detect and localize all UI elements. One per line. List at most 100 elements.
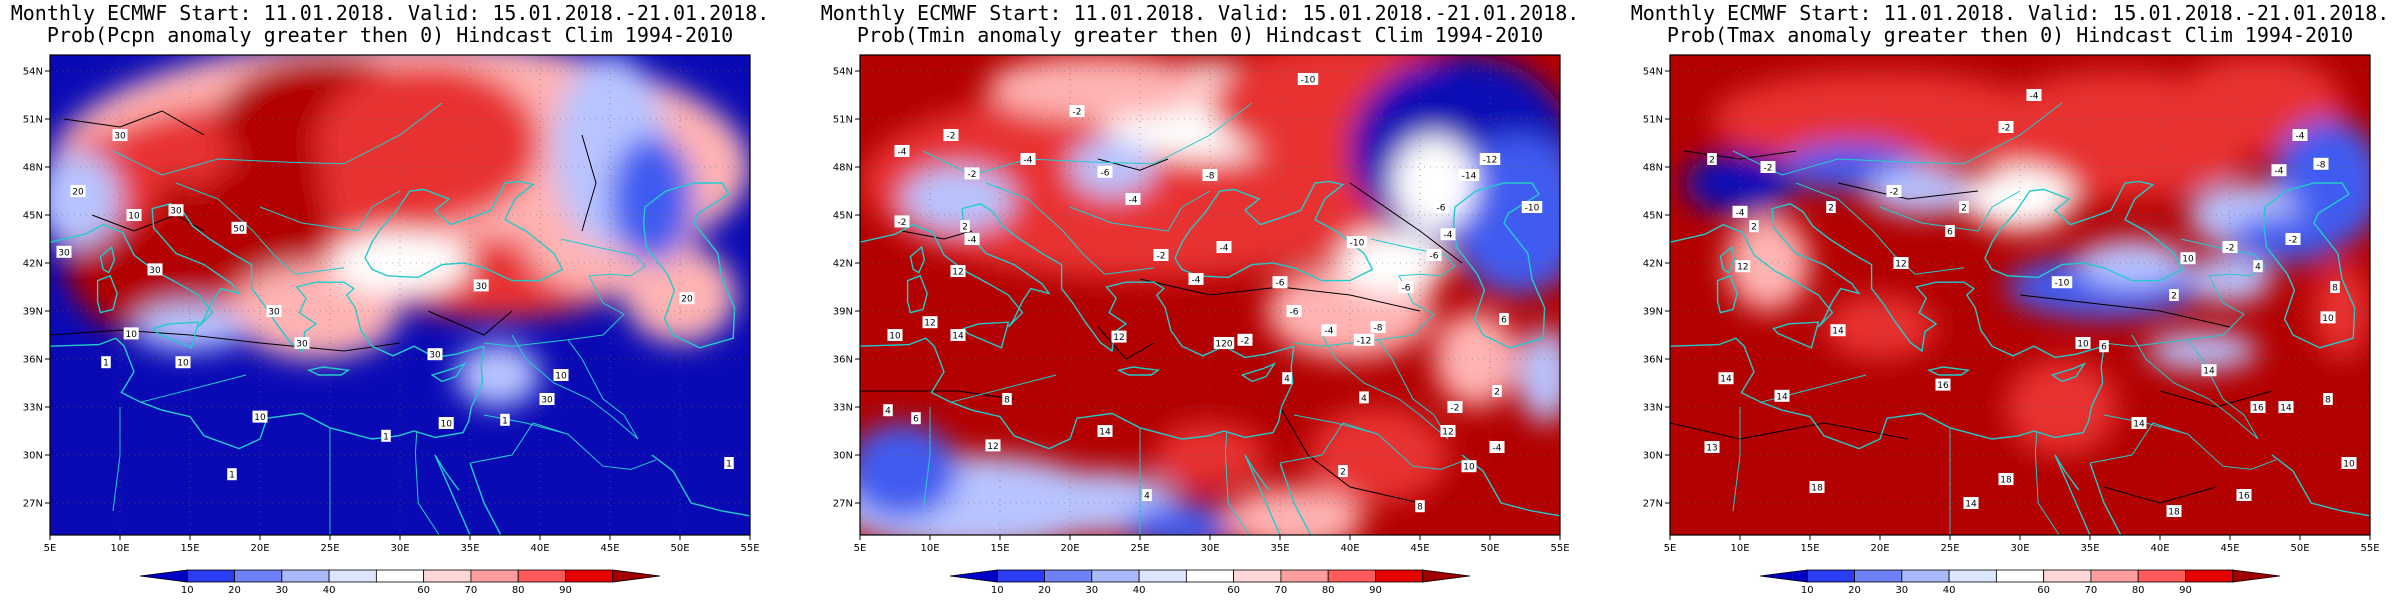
contour-label-text: 30 (170, 207, 182, 217)
contour-label-box (1440, 425, 1456, 437)
contour-label-box (2271, 164, 2287, 177)
contour-label-text: 10 (2322, 314, 2334, 324)
colorbar-label: 70 (1275, 585, 1288, 596)
contour-label: 10 (553, 369, 569, 382)
contour-label: -2 (2285, 233, 2301, 246)
contour-label-box (252, 410, 268, 423)
contour-label: -2 (1447, 401, 1463, 414)
y-tick-label: 51N (23, 115, 43, 126)
colorbar-segment (1138, 569, 1187, 583)
contour-line (2103, 486, 2217, 504)
contour-label-text: 12 (924, 319, 935, 329)
contour-label-box (1153, 249, 1169, 261)
contour-label-box (1353, 333, 1375, 346)
contour-label: 8 (2330, 281, 2340, 294)
contour-label-box (1020, 153, 1036, 165)
contour-label: 30 (56, 245, 72, 258)
contour-label-box (1963, 497, 1979, 509)
contour-label: 1 (381, 429, 391, 442)
contour-label: 12 (950, 265, 966, 278)
x-tick-label: 25E (1940, 543, 1959, 554)
contour-label-box (1499, 313, 1509, 325)
contour-label: 20 (70, 185, 86, 198)
contour-label-text: 50 (233, 224, 245, 234)
y-tick-label: 48N (23, 163, 43, 174)
contour-label-box (1069, 105, 1085, 117)
contour-label: 30 (168, 204, 184, 217)
coastline-gulfOfSuez (2054, 454, 2080, 491)
contour-line (860, 390, 1015, 400)
contour-label-text: 6 (2101, 343, 2107, 353)
coastline-border2 (1069, 190, 1211, 232)
contour-label: -4 (1732, 205, 1748, 218)
contour-label-text: 4 (1144, 492, 1150, 502)
map-tmin: -10-2-2-4-4-6-2 -8-4-2 2-412-2-4-6-10-6-8-… (833, 54, 1570, 596)
contour-label: 1 (101, 356, 111, 369)
coastline-border3 (985, 182, 1155, 275)
contour-label-box (1237, 333, 1253, 346)
contour-label-box (1097, 425, 1113, 437)
contour-line (2019, 294, 2231, 328)
panel-tmin: Monthly ECMWF Start: 11.01.2018. Valid: … (810, 0, 1590, 600)
contour-label-text: -2 (1157, 252, 1166, 262)
contour-label-box (2320, 311, 2336, 324)
coastline-border4 (483, 238, 646, 347)
contour-label: 10 (252, 410, 268, 423)
contour-label-text: 10 (889, 332, 901, 342)
contour-label-text: 1 (383, 432, 389, 442)
coastline-border3 (175, 182, 345, 275)
x-tick-label: 20E (1060, 543, 1079, 554)
contour-label-text: -8 (2317, 160, 2326, 170)
contour-label-box (1370, 321, 1386, 333)
y-tick-label: 45N (1643, 211, 1663, 222)
contour-label-box (1521, 201, 1543, 213)
contour-label-box (1959, 201, 1969, 213)
x-tick-label: 50E (670, 543, 689, 554)
contour-label: 12 (1440, 425, 1456, 438)
colorbar-segment (1375, 569, 1424, 583)
contour-label-box (1886, 185, 1902, 197)
y-tick-label: 33N (833, 403, 853, 414)
coastline-nile (2034, 430, 2060, 535)
colorbar-segment (1091, 569, 1140, 583)
contour-line (1837, 182, 1979, 200)
contour-label: -10 (1297, 73, 1319, 86)
contour-line (901, 230, 973, 240)
coastline-redSeaE (469, 462, 502, 535)
contour-label-text: 10 (254, 413, 266, 423)
y-tick-label: 42N (1643, 259, 1663, 270)
contour-label: -10 (1521, 201, 1543, 214)
colorbar-label: 40 (1133, 585, 1146, 596)
contour-label-text: 30 (58, 248, 70, 258)
contour-label-box (2313, 157, 2329, 170)
contour-label-text: 14 (2280, 404, 2292, 414)
y-tick-label: 48N (1643, 163, 1663, 174)
contour-label: 10 (175, 356, 191, 369)
coastline-redSeaE (1279, 462, 1312, 535)
anomaly-region (50, 151, 120, 247)
contour-label-box (56, 245, 72, 258)
colorbar-label: 90 (1369, 585, 1382, 596)
contour-label-text: -6 (1437, 204, 1446, 214)
contour-label-text: 10 (2077, 340, 2089, 350)
colorbar-label: 10 (181, 585, 194, 596)
coastline-caspian (1452, 182, 1546, 349)
contour-label-box (2341, 457, 2357, 469)
contour-label: -6 (1097, 165, 1113, 178)
contour-label-box (2250, 401, 2266, 413)
contour-label-box (1415, 500, 1425, 513)
contour-label-text: -10 (1350, 239, 1365, 249)
colorbar-label: 40 (323, 585, 336, 596)
contour-label-text: -2 (1890, 188, 1899, 198)
contour-label-box (294, 337, 310, 349)
contour-label-text: 14 (1099, 428, 1111, 438)
coastline-levant (860, 337, 1295, 450)
coastline-tigris (2187, 339, 2259, 440)
contour-label-box (922, 316, 938, 329)
contour-label: -6 (1398, 281, 1414, 294)
coastline-border3 (1795, 182, 1965, 275)
colorbar-segment (949, 569, 998, 583)
contour-label-text: 2 (2171, 292, 2177, 302)
contour-label-box (964, 233, 980, 245)
contour-label-box (985, 439, 1001, 452)
